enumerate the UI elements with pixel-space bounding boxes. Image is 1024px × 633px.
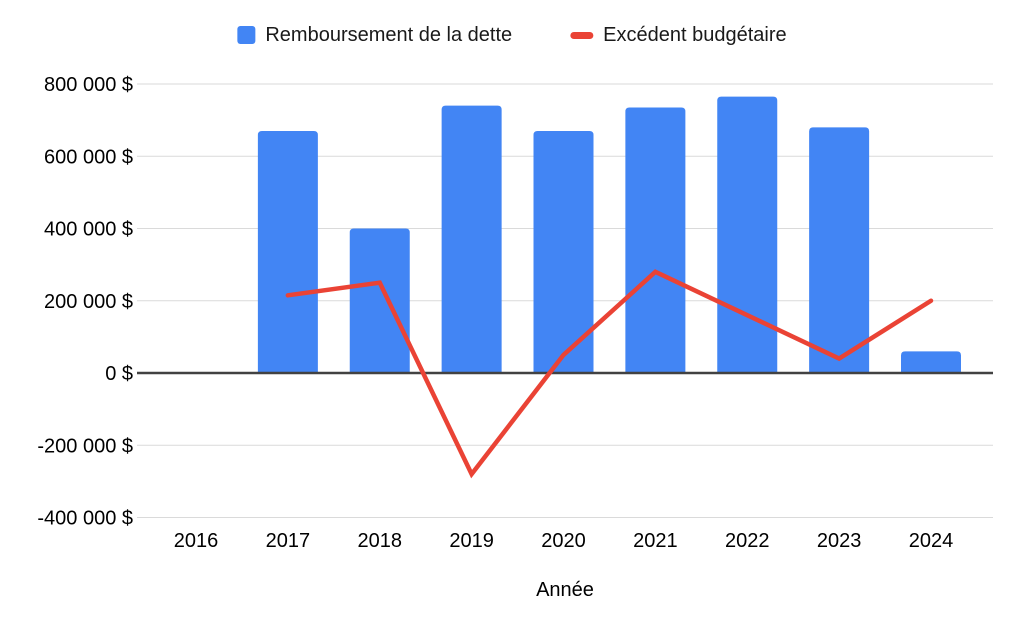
legend-item-debt-repayment: Remboursement de la dette (237, 24, 512, 46)
x-tick-label: 2021 (633, 530, 678, 552)
x-tick-label: 2020 (541, 530, 586, 552)
y-tick-label: 600 000 $ (44, 146, 133, 168)
legend-label-budget-surplus: Excédent budgétaire (603, 24, 787, 46)
x-tick-label: 2022 (725, 530, 770, 552)
x-tick-label: 2024 (909, 530, 954, 552)
x-tick-label: 2017 (266, 530, 311, 552)
y-tick-label: 400 000 $ (44, 219, 133, 241)
bar-2017 (257, 130, 318, 374)
y-tick-label: -400 000 $ (37, 508, 133, 530)
bar-2021 (625, 107, 686, 374)
y-tick-label: 0 $ (105, 363, 133, 385)
surplus-line (285, 269, 934, 479)
x-axis-title: Année (536, 579, 594, 601)
x-tick-label: 2023 (817, 530, 862, 552)
line-series-swatch-icon (570, 31, 594, 39)
bar-2023 (809, 127, 870, 374)
y-tick-label: 200 000 $ (44, 291, 133, 313)
legend-item-budget-surplus: Excédent budgétaire (570, 24, 787, 46)
legend-label-debt-repayment: Remboursement de la dette (265, 24, 513, 46)
bar-series-swatch-icon (237, 26, 256, 44)
x-tick-label: 2018 (358, 530, 403, 552)
x-tick-label: 2016 (174, 530, 219, 552)
x-tick-label: 2019 (449, 530, 494, 552)
bar-2020 (533, 130, 594, 374)
bar-2024 (901, 351, 961, 374)
bar-2022 (717, 96, 778, 375)
y-tick-label: 800 000 $ (44, 74, 133, 96)
bar-2018 (349, 228, 410, 374)
legend: Remboursement de la dette Excédent budgé… (237, 24, 787, 46)
bar-2019 (441, 105, 502, 375)
y-tick-label: -200 000 $ (37, 435, 133, 457)
